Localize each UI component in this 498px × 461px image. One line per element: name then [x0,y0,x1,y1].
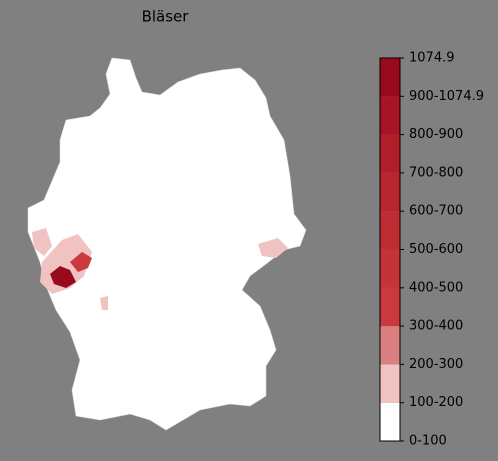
region-low [258,238,288,258]
colorbar-tick-label: 800-900 [409,127,463,142]
colorbar-tick-label: 100-200 [409,395,463,410]
region-high [70,252,92,272]
region-highest [50,266,76,288]
colorbar-tick-label: 600-700 [409,204,463,219]
colorbar-segment [380,287,400,327]
country-outline [27,57,307,431]
map-title: Bläser [142,8,190,26]
colorbar-tick-label: 1074.9 [409,51,455,66]
colorbar-segment [380,96,400,135]
colorbar-tick-label: 300-400 [409,319,463,334]
germany-map [27,57,307,431]
colorbar-segment [380,58,400,97]
colorbar-tick-label: 0-100 [409,434,447,449]
colorbar-segment [380,364,400,403]
colorbar-segment [380,211,400,250]
colorbar-segment [380,402,400,441]
region-low [32,228,52,256]
colorbar-segment [380,326,400,365]
colorbar-tick-label: 200-300 [409,357,463,372]
colorbar: 0-100 100-200 200-300 300-400 400-500 500-600… [379,51,484,449]
colorbar-tick-label: 900-1074.9 [409,89,484,104]
colorbar-segment [380,134,400,173]
colorbar-tick-label: 700-800 [409,165,463,180]
colorbar-tick-label: 400-500 [409,280,463,295]
colorbar-tick-label: 500-600 [409,242,463,257]
colorbar-segment [380,249,400,288]
colorbar-segment [380,172,400,212]
region-low [100,296,108,310]
